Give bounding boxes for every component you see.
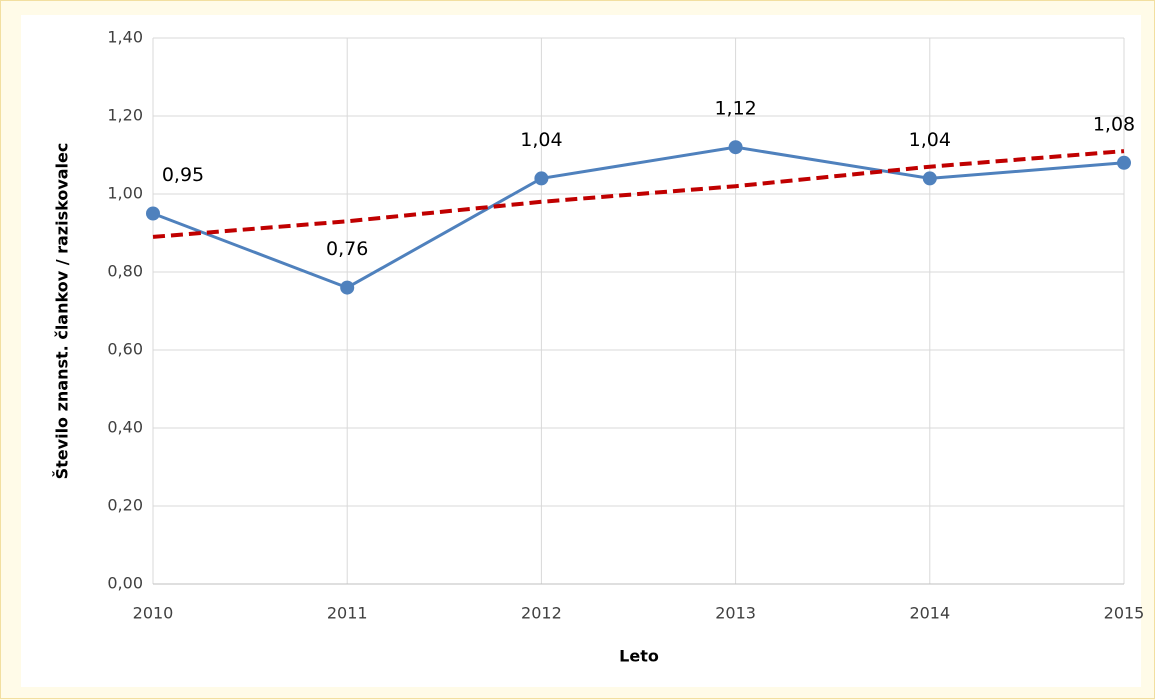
data-point <box>146 206 160 221</box>
data-label: 1,12 <box>714 98 756 120</box>
data-point <box>1117 155 1131 170</box>
y-tick-label: 0,80 <box>107 262 143 281</box>
data-label: 1,08 <box>1093 113 1135 135</box>
x-axis-title: Leto <box>619 647 659 666</box>
x-tick-label: 2010 <box>133 604 174 623</box>
x-tick-label: 2013 <box>715 604 756 623</box>
data-line <box>152 145 1125 290</box>
data-point <box>922 171 937 186</box>
data-point <box>728 140 743 155</box>
y-tick-label: 1,20 <box>107 106 143 125</box>
data-label: 0,76 <box>326 238 368 260</box>
data-label: 1,04 <box>909 129 951 151</box>
chart-area <box>21 15 1141 687</box>
y-axis-title: Število znanst. člankov / raziskovalec <box>53 143 72 480</box>
data-label: 1,04 <box>520 129 562 151</box>
y-tick-label: 0,40 <box>107 418 143 437</box>
trend-line <box>152 149 1125 239</box>
data-label: 0,95 <box>162 164 204 186</box>
y-tick-label: 0,20 <box>107 496 143 515</box>
y-tick-label: 0,00 <box>107 574 143 593</box>
x-tick-label: 2014 <box>909 604 950 623</box>
x-tick-label: 2012 <box>521 604 562 623</box>
y-tick-label: 1,40 <box>107 28 143 47</box>
y-tick-label: 1,00 <box>107 184 143 203</box>
y-tick-label: 0,60 <box>107 340 143 359</box>
data-point <box>534 171 549 186</box>
x-tick-label: 2015 <box>1104 604 1145 623</box>
data-point <box>340 280 355 295</box>
x-tick-label: 2011 <box>327 604 368 623</box>
